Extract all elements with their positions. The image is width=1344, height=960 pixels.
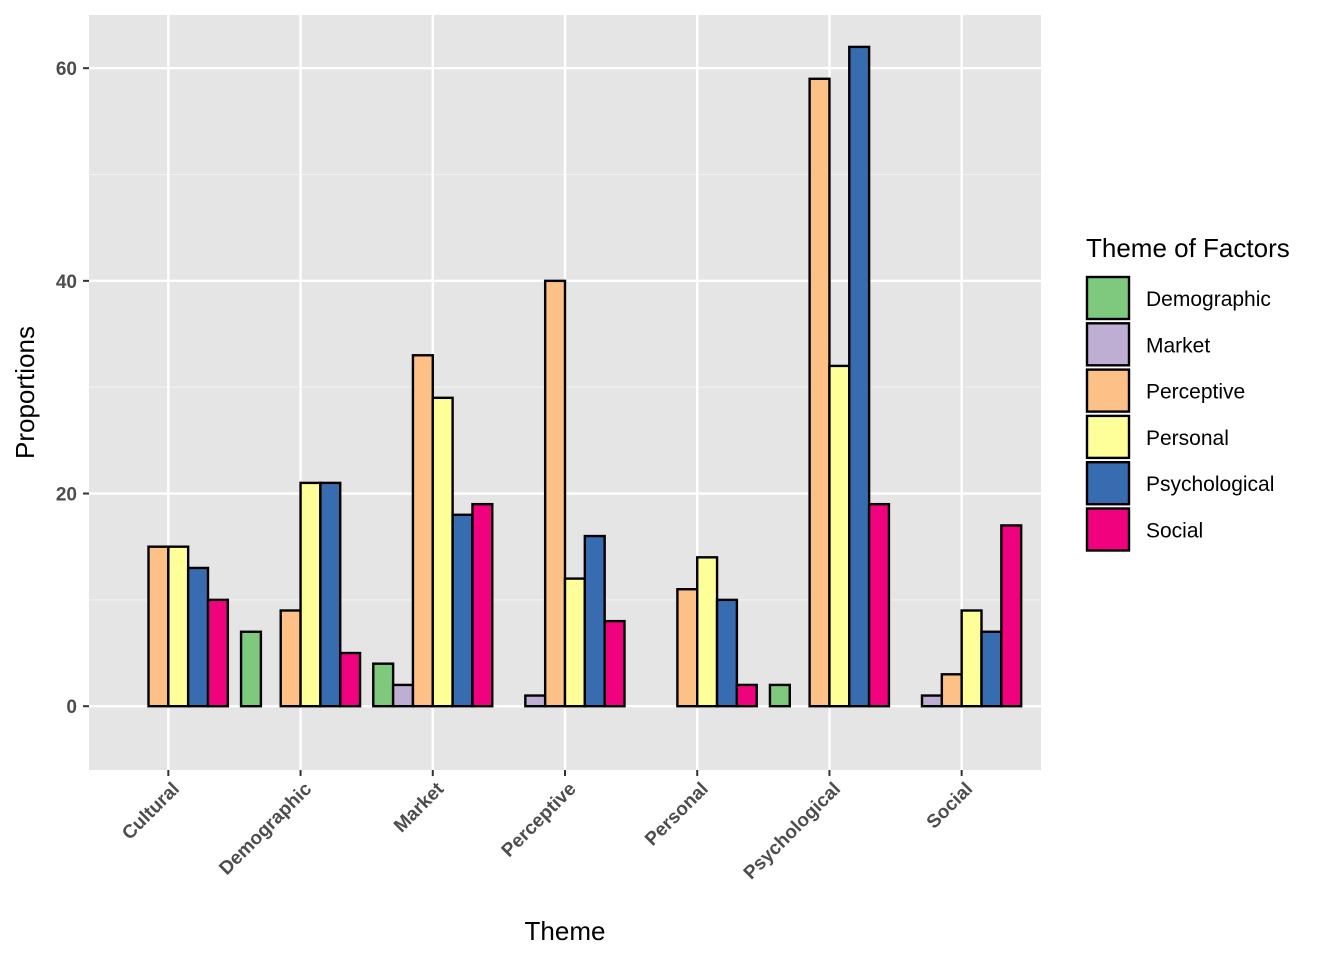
bar-market-social	[471, 502, 494, 708]
bar-psychological-social	[867, 502, 891, 708]
bar-market-market	[391, 683, 415, 708]
x-tick-label: Demographic	[215, 778, 316, 879]
bar-personal-psychological	[715, 598, 739, 708]
bar-personal-perceptive	[676, 588, 699, 708]
x-tick-label: Social	[923, 779, 977, 833]
y-tick-label: 0	[66, 697, 77, 718]
bar-social-psychological	[980, 630, 1003, 708]
bar-cultural-perceptive	[147, 545, 170, 708]
bar-cultural-personal	[167, 545, 190, 708]
bar-social-perceptive	[940, 673, 963, 708]
legend: Theme of Factors Demographic Market Percep…	[1085, 233, 1290, 552]
bar-social-market	[920, 694, 944, 708]
legend-label-perceptive: Perceptive	[1146, 381, 1245, 404]
bar-social-personal	[960, 609, 983, 708]
bar-demographic-social	[339, 651, 362, 708]
legend-label-personal: Personal	[1146, 427, 1229, 450]
bar-demographic-perceptive	[279, 609, 302, 708]
legend-key-social	[1085, 507, 1131, 552]
bar-demographic-psychological	[319, 481, 342, 708]
bar-market-personal	[431, 396, 454, 708]
bar-cultural-psychological	[186, 566, 210, 708]
x-tick-label: Perceptive	[498, 779, 581, 862]
bar-psychological-perceptive	[808, 77, 831, 708]
bar-market-psychological	[451, 513, 474, 708]
legend-key-personal	[1085, 414, 1131, 460]
y-tick-label: 40	[56, 272, 77, 293]
x-axis-ticks: Cultural Demographic Market Perceptive Perso…	[118, 770, 977, 884]
bar-psychological-psychological	[848, 45, 871, 708]
y-axis-ticks: 0 20 40 60	[56, 59, 89, 718]
bar-demographic-demographic	[239, 630, 263, 708]
bars	[147, 45, 1023, 708]
bar-perceptive-psychological	[583, 534, 606, 708]
x-tick-label: Personal	[641, 779, 713, 851]
bar-psychological-demographic	[768, 683, 791, 708]
bar-cultural-social	[206, 598, 230, 708]
legend-label-market: Market	[1146, 334, 1210, 357]
legend-label-demographic: Demographic	[1146, 288, 1271, 311]
bar-perceptive-social	[603, 619, 626, 708]
legend-key-psychological	[1085, 461, 1131, 506]
x-tick-label: Market	[390, 778, 449, 837]
y-tick-label: 60	[56, 59, 77, 80]
bar-perceptive-perceptive	[543, 279, 567, 708]
bar-personal-personal	[696, 556, 719, 708]
bar-market-perceptive	[411, 354, 434, 708]
y-axis-title: Proportions	[10, 326, 40, 459]
x-tick-label: Cultural	[118, 779, 184, 845]
bar-demographic-personal	[299, 481, 322, 708]
legend-key-perceptive	[1085, 368, 1131, 413]
legend-label-psychological: Psychological	[1146, 473, 1274, 496]
x-tick-label: Psychological	[740, 779, 845, 884]
y-tick-label: 20	[56, 485, 77, 506]
bar-market-demographic	[372, 662, 395, 708]
bar-perceptive-market	[524, 694, 547, 708]
bar-personal-social	[735, 683, 758, 708]
legend-title: Theme of Factors	[1086, 233, 1290, 263]
bar-psychological-personal	[828, 364, 851, 708]
x-axis-title: Theme	[525, 916, 606, 946]
legend-key-demographic	[1085, 275, 1131, 321]
legend-label-social: Social	[1146, 520, 1203, 543]
legend-key-market	[1085, 322, 1131, 367]
bar-perceptive-personal	[563, 577, 587, 708]
bar-social-social	[1000, 524, 1023, 708]
